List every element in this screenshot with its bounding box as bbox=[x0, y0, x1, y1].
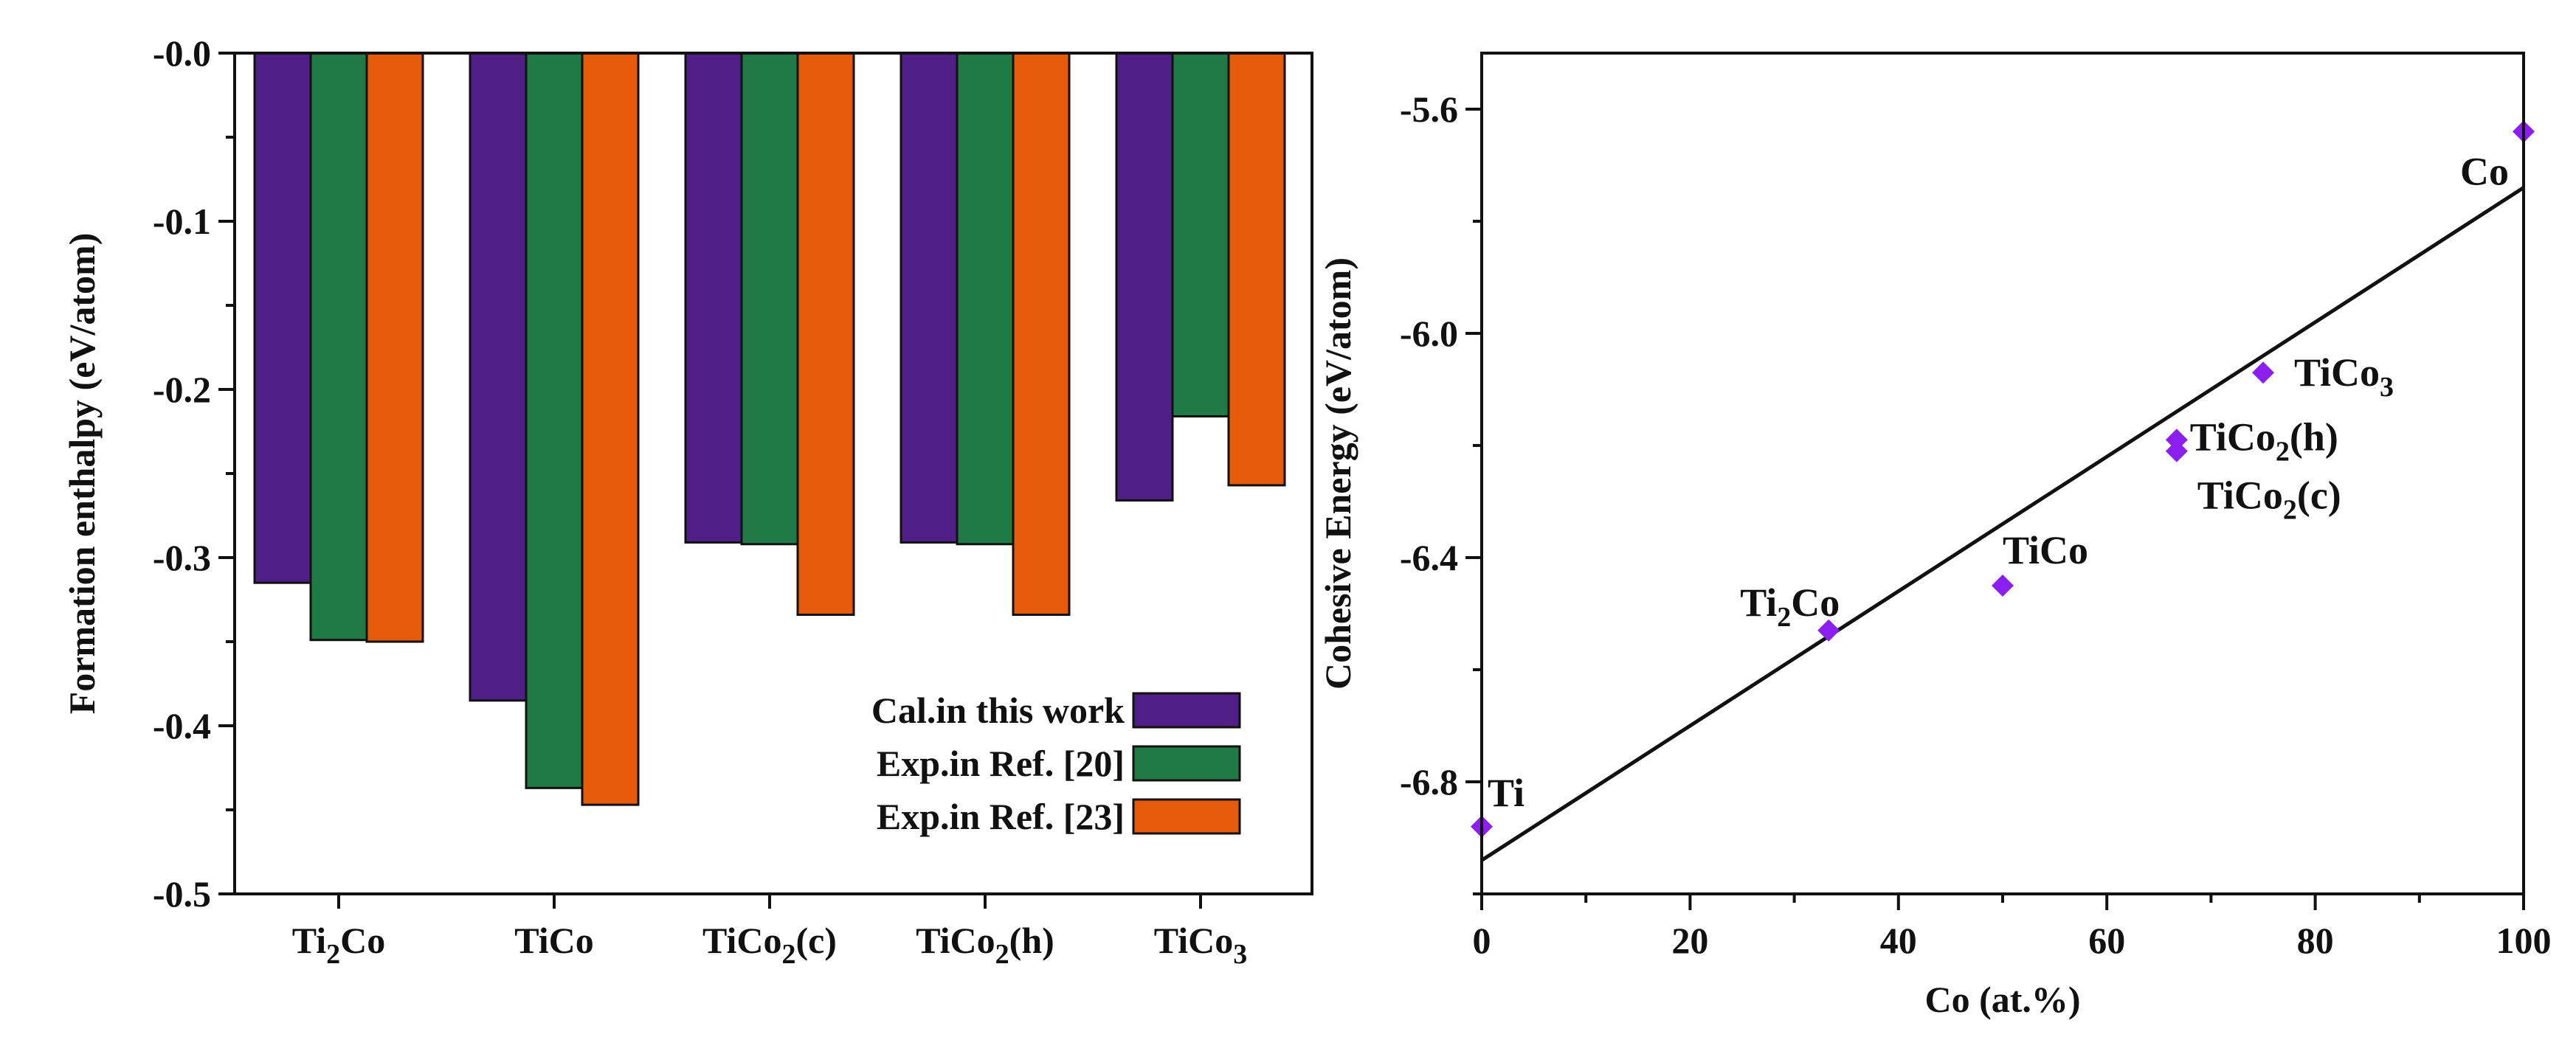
bar bbox=[899, 52, 959, 544]
bar bbox=[253, 52, 312, 584]
scatter-point-label-base: TiCo bbox=[2003, 528, 2088, 572]
bar bbox=[796, 52, 855, 617]
cohesive-energy-scatter-chart: -5.6-6.0-6.4-6.80 20 40 60 80 100 TiTi2CoTiCo… bbox=[1317, 52, 2552, 1020]
bar bbox=[956, 52, 1015, 546]
bar-category-label: Ti2Co bbox=[292, 920, 385, 970]
bar-category-label-base: TiCo bbox=[916, 920, 995, 961]
scatter-point-label-subscript: 2 bbox=[2283, 495, 2297, 526]
scatter-x-tick-label: 80 bbox=[2297, 920, 2334, 961]
scatter-x-tick-label: 20 bbox=[1671, 920, 1708, 961]
scatter-chart-frame bbox=[1480, 52, 2525, 895]
bar bbox=[740, 52, 799, 546]
scatter-point-label-base: TiCo bbox=[2197, 474, 2283, 518]
bar-category-label: TiCo2(h) bbox=[916, 920, 1054, 970]
scatter-point-label-suffix: (h) bbox=[2290, 415, 2338, 459]
bar-category-label-suffix: (h) bbox=[1009, 920, 1054, 961]
scatter-point-label: TiCo2(c) bbox=[2197, 474, 2341, 526]
scatter-point-label: Ti2Co bbox=[1740, 580, 1840, 633]
bar bbox=[525, 52, 584, 789]
scatter-y-tick-label: -6.0 bbox=[1400, 313, 1458, 354]
scatter-point-label-base: Ti bbox=[1488, 771, 1524, 815]
scatter-y-tick-label: -6.8 bbox=[1400, 761, 1458, 802]
bar-y-tick-label: -0.0 bbox=[153, 32, 211, 74]
bar-category-label-subscript: 2 bbox=[995, 939, 1009, 970]
bar bbox=[365, 52, 424, 643]
scatter-point-label-suffix: (c) bbox=[2297, 474, 2341, 518]
legend-swatch bbox=[1132, 692, 1241, 729]
scatter-point bbox=[2252, 361, 2274, 384]
bar-category-label: TiCo bbox=[514, 920, 593, 961]
bar-chart-y-axis-label: Formation enthalpy (eV/atom) bbox=[61, 233, 103, 715]
bar-chart-bars bbox=[253, 52, 1286, 806]
scatter-chart-ticks: -5.6 -6.0 -6.4 -6.8 0 20 40 60 80 100 bbox=[1400, 89, 2552, 961]
scatter-point-label-base: TiCo bbox=[2190, 415, 2276, 459]
scatter-point-label-subscript: 2 bbox=[2276, 436, 2290, 467]
scatter-fit-line bbox=[1480, 186, 2525, 862]
bar bbox=[684, 52, 743, 544]
scatter-x-tick-label: 0 bbox=[1473, 920, 1491, 961]
bar bbox=[1115, 52, 1174, 502]
scatter-x-tick-label: 100 bbox=[2496, 920, 2552, 961]
formation-enthalpy-bar-chart: -0.0-0.1-0.2-0.3-0.4-0.5 Ti2Co TiCo TiCo2(… bbox=[61, 32, 1313, 970]
scatter-point bbox=[2165, 440, 2188, 462]
bar-chart-category-labels: Ti2Co TiCo TiCo2(c) TiCo2(h) TiCo3 bbox=[292, 894, 1247, 970]
scatter-point-label-subscript: 2 bbox=[1777, 602, 1791, 633]
bar-category-label: TiCo3 bbox=[1154, 920, 1247, 970]
scatter-point-label: TiCo bbox=[2003, 528, 2088, 572]
scatter-point-label: TiCo3 bbox=[2294, 350, 2394, 403]
scatter-point-label: TiCo2(h) bbox=[2190, 415, 2338, 467]
bar-chart-legend: Cal.in this work Exp.in Ref. [20] Exp.in R… bbox=[871, 690, 1241, 837]
scatter-point bbox=[2165, 429, 2188, 451]
scatter-x-tick-label: 40 bbox=[1880, 920, 1917, 961]
legend-swatch bbox=[1132, 745, 1241, 782]
legend-label: Exp.in Ref. [20] bbox=[877, 743, 1125, 784]
bar-y-tick-label: -0.4 bbox=[153, 705, 211, 746]
scatter-x-tick-label: 60 bbox=[2088, 920, 2125, 961]
scatter-point-label: Co bbox=[2460, 149, 2509, 193]
bar-category-label-base: Ti bbox=[292, 920, 326, 961]
bar-y-tick-label: -0.1 bbox=[153, 201, 211, 242]
scatter-point-label-subscript: 3 bbox=[2380, 372, 2394, 403]
scatter-point-label-base: Ti bbox=[1740, 580, 1777, 625]
bar bbox=[1171, 52, 1230, 417]
legend-label: Cal.in this work bbox=[871, 690, 1125, 731]
bar-category-label: TiCo2(c) bbox=[702, 920, 837, 970]
bar bbox=[1227, 52, 1286, 487]
scatter-point bbox=[1992, 575, 2014, 597]
bar-category-label-subscript: 2 bbox=[781, 939, 795, 970]
bar bbox=[1012, 52, 1071, 617]
scatter-point-label-base: TiCo bbox=[2294, 350, 2380, 395]
scatter-point-label: Ti bbox=[1488, 771, 1524, 815]
scatter-chart-x-axis-label: Co (at.%) bbox=[1924, 979, 2080, 1020]
bar-chart-frame bbox=[233, 52, 1313, 895]
bar-category-label-base: TiCo bbox=[702, 920, 781, 961]
bar-category-label-subscript: 2 bbox=[326, 939, 340, 970]
scatter-y-tick-label: -5.6 bbox=[1400, 89, 1458, 130]
scatter-chart-y-axis-label: Cohesive Energy (eV/atom) bbox=[1317, 257, 1358, 690]
bar bbox=[469, 52, 528, 702]
bar-category-label-base: TiCo bbox=[514, 920, 593, 961]
scatter-y-tick-label: -6.4 bbox=[1400, 537, 1458, 578]
bar-y-tick-label: -0.3 bbox=[153, 537, 211, 578]
bar-category-label-suffix: (c) bbox=[795, 920, 837, 961]
bar-category-label-base: TiCo bbox=[1154, 920, 1233, 961]
legend-label: Exp.in Ref. [23] bbox=[877, 796, 1125, 837]
bar-y-tick-label: -0.5 bbox=[153, 873, 211, 915]
scatter-point-label-suffix: Co bbox=[1791, 580, 1840, 625]
bar-category-label-subscript: 3 bbox=[1233, 939, 1247, 970]
legend-swatch bbox=[1132, 798, 1241, 835]
bar bbox=[309, 52, 368, 642]
scatter-point bbox=[1817, 619, 1840, 642]
bar-chart-ticks: -0.0 -0.1 -0.2 -0.3 -0.4 -0.5 bbox=[153, 32, 235, 915]
bar bbox=[581, 52, 640, 806]
bar-category-label-suffix: Co bbox=[340, 920, 385, 961]
bar-y-tick-label: -0.2 bbox=[153, 369, 211, 410]
scatter-point-label-base: Co bbox=[2460, 149, 2509, 193]
